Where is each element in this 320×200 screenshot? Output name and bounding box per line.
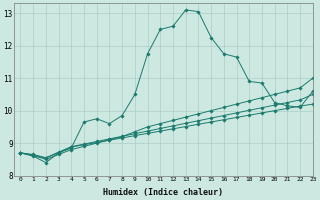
X-axis label: Humidex (Indice chaleur): Humidex (Indice chaleur) bbox=[103, 188, 223, 197]
